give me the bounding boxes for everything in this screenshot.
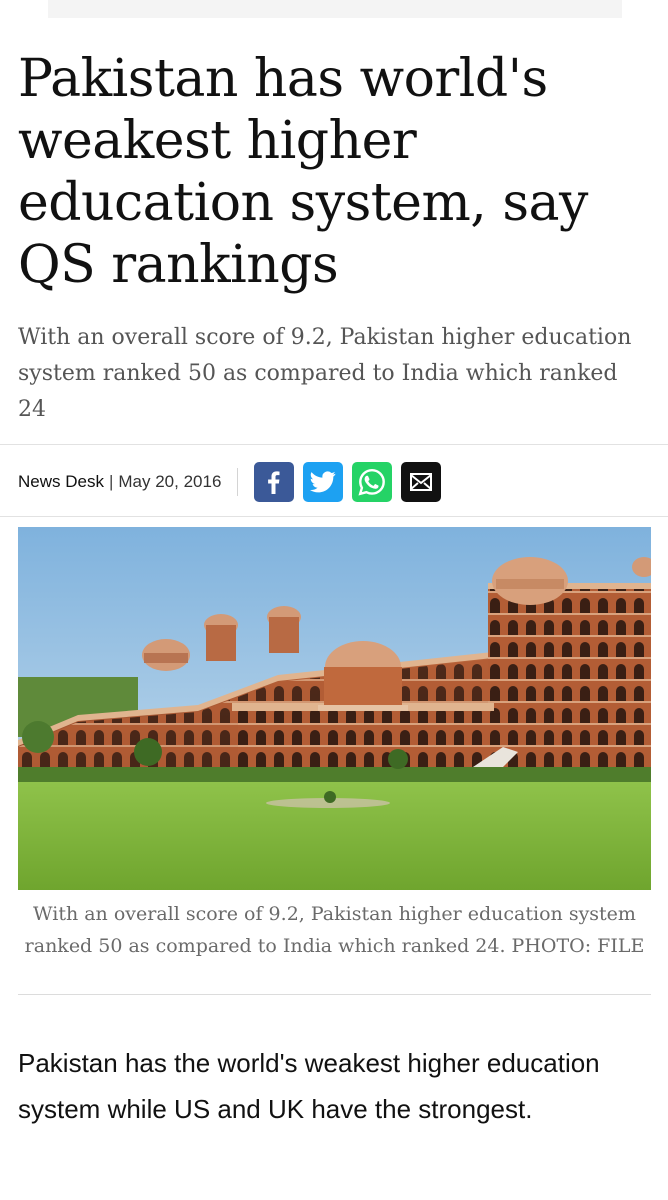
- whatsapp-icon: [357, 467, 387, 497]
- byline-date: May 20, 2016: [118, 472, 222, 491]
- article-subheadline: With an overall score of 9.2, Pakistan h…: [18, 325, 632, 422]
- byline-row: News Desk | May 20, 2016: [18, 462, 650, 502]
- whatsapp-share-button[interactable]: [352, 462, 393, 502]
- byline-author[interactable]: News Desk: [18, 472, 104, 491]
- twitter-icon: [310, 471, 336, 493]
- divider-top: [0, 444, 668, 445]
- article-headline: Pakistan has world's weakest higher educ…: [18, 49, 588, 295]
- email-share-button[interactable]: [401, 462, 442, 502]
- byline-divider: [237, 468, 239, 496]
- image-caption: With an overall score of 9.2, Pakistan h…: [24, 903, 645, 957]
- article-body-paragraph: Pakistan has the world's weakest higher …: [18, 1048, 600, 1124]
- twitter-share-button[interactable]: [303, 462, 344, 502]
- ad-placeholder: [48, 0, 622, 18]
- facebook-icon: [263, 469, 285, 495]
- byline-separator: |: [108, 472, 114, 491]
- facebook-share-button[interactable]: [254, 462, 295, 502]
- divider-bottom: [0, 516, 668, 517]
- article-hero-image: [18, 527, 651, 890]
- share-buttons: [254, 462, 442, 502]
- email-icon: [409, 472, 433, 492]
- caption-divider: [18, 994, 651, 995]
